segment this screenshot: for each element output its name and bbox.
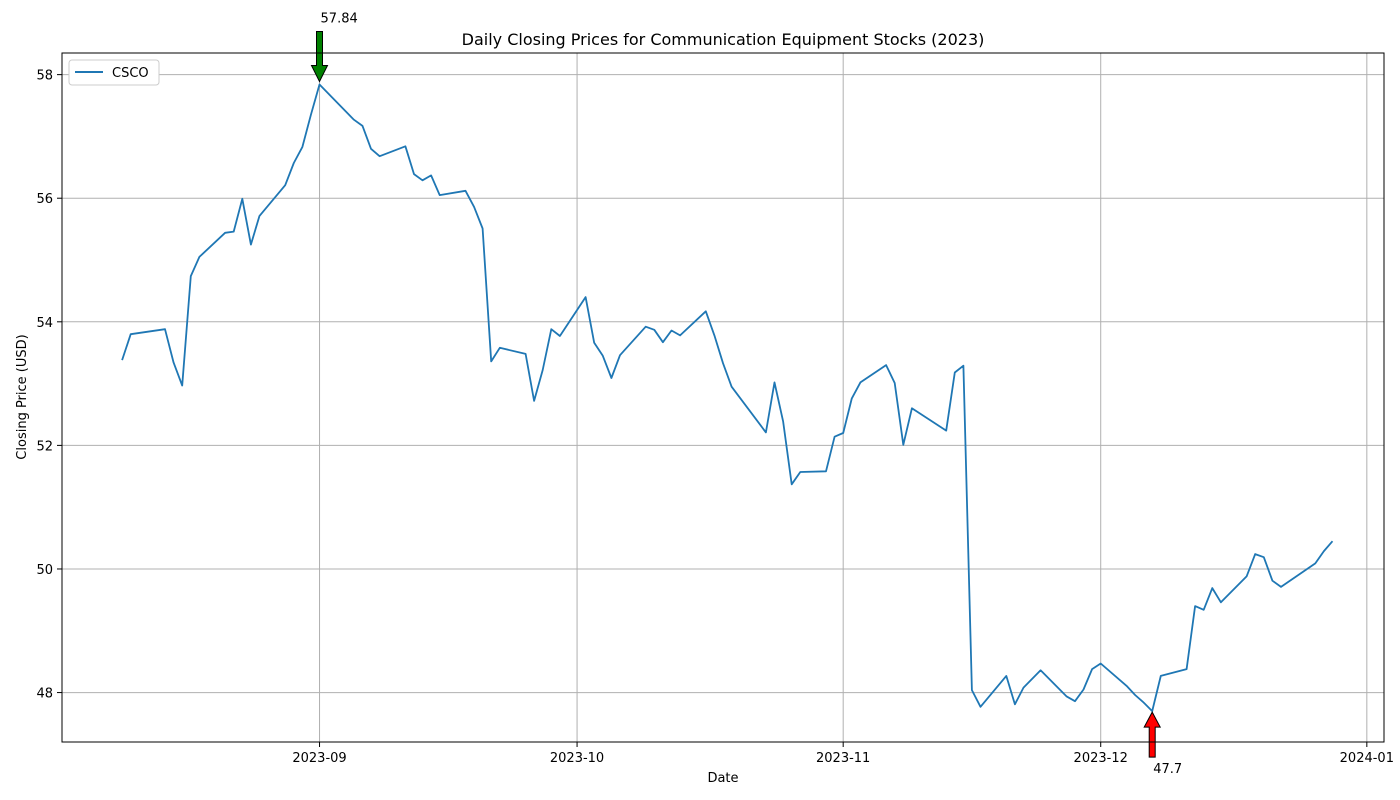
annotation-label-min: 47.7 [1153,762,1182,777]
y-tick-label: 58 [36,69,53,84]
y-tick-label: 52 [36,439,53,454]
y-tick-label: 56 [36,192,53,207]
annotation-arrow-max [310,31,329,83]
x-tick-label: 2023-09 [292,751,346,766]
annotation-label-max: 57.84 [321,12,358,27]
x-tick-label: 2023-10 [550,751,604,766]
series-lines [121,83,1334,712]
grid-lines [62,53,1384,742]
legend-label-csco: CSCO [112,66,149,81]
y-axis-label: Closing Price (USD) [15,334,30,459]
x-axis-label: Date [707,771,738,786]
plot-area-frame [61,52,1385,743]
y-tick-label: 50 [36,563,53,578]
x-tick-label: 2023-12 [1074,751,1128,766]
chart-title: Daily Closing Prices for Communication E… [462,30,985,49]
legend: CSCO [68,59,160,86]
series-line-csco [121,83,1334,712]
y-tick-label: 54 [36,316,53,331]
y-tick-label: 48 [36,687,53,702]
x-tick-label: 2024-01 [1340,751,1394,766]
x-axis-ticks: 2023-09 2023-10 2023-11 2023-12 2024-01 [292,742,1394,766]
annotation-arrow-min [1143,711,1162,758]
y-axis-ticks: 48 50 52 54 56 58 [36,69,62,702]
legend-box [68,59,160,86]
x-tick-label: 2023-11 [816,751,870,766]
annotations: 57.84 47.7 [310,12,1182,777]
